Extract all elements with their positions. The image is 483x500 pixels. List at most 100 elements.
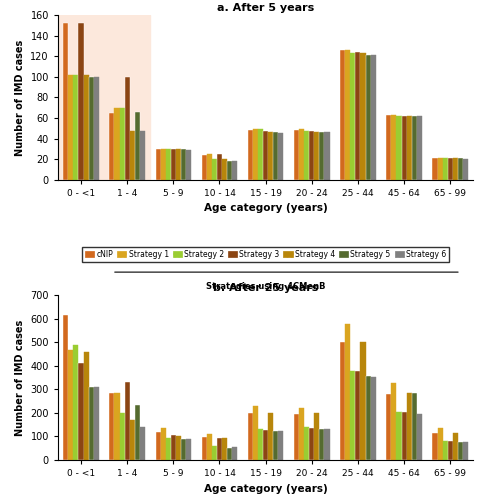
Bar [114,108,120,180]
Bar [309,132,314,180]
Y-axis label: Number of IMD cases: Number of IMD cases [15,320,25,436]
Bar [397,412,401,460]
Bar [314,414,319,460]
Bar [370,377,376,460]
Bar [222,159,227,180]
X-axis label: Age category (years): Age category (years) [204,484,327,494]
Bar [176,436,181,460]
Bar [73,74,79,180]
Bar [345,324,350,460]
Bar [345,50,350,180]
Bar [453,158,458,180]
Bar [161,428,166,460]
Bar [125,382,130,460]
Bar [84,74,89,180]
Bar [391,115,397,180]
Bar [181,149,186,180]
Bar [360,53,366,180]
Bar [135,112,140,180]
Bar [69,350,73,460]
Bar [110,113,114,180]
Bar [268,413,273,460]
Bar [156,432,161,460]
Bar [278,430,284,460]
Legend: cNIP, Strategy 1, Strategy 2, Strategy 3, Strategy 4, Strategy 5, Strategy 6: cNIP, Strategy 1, Strategy 2, Strategy 3… [82,246,449,262]
Bar [407,116,412,180]
Bar [248,130,253,180]
Bar [125,77,130,180]
Bar [453,433,458,460]
Bar [401,116,407,180]
Bar [432,433,438,460]
Bar [207,154,212,180]
Bar [366,55,370,180]
Bar [135,404,140,460]
Bar [294,414,299,460]
Bar [227,162,232,180]
Bar [397,116,401,180]
Bar [212,446,217,460]
Bar [448,441,453,460]
Bar [263,430,268,460]
Bar [340,50,345,180]
Bar [207,434,212,460]
Bar [448,158,453,180]
Bar [181,439,186,460]
Bar [350,53,355,180]
Bar [186,150,191,180]
Bar [94,388,99,460]
Bar [166,149,171,180]
Bar [319,428,325,460]
Bar [258,130,263,180]
Bar [432,158,438,180]
Bar [263,132,268,180]
Bar [386,115,391,180]
Y-axis label: Number of IMD cases: Number of IMD cases [15,40,25,156]
Bar [273,431,278,460]
Bar [299,408,304,460]
Bar [212,159,217,180]
Bar [217,154,222,180]
Bar [171,149,176,180]
Bar [176,149,181,180]
Bar [89,388,94,460]
Bar [227,448,232,460]
Bar [120,413,125,460]
Bar [355,371,360,460]
Bar [73,345,79,460]
Bar [442,158,448,180]
Bar [417,116,422,180]
Bar [463,442,468,460]
Bar [186,440,191,460]
Bar [232,162,237,180]
Bar [79,23,84,180]
Title: b. After 25 years: b. After 25 years [213,283,318,293]
Bar [63,23,69,180]
Bar [412,116,417,180]
Bar [110,393,114,460]
Bar [304,132,309,180]
Bar [273,132,278,180]
Bar [130,420,135,460]
Bar [248,413,253,460]
Bar [258,430,263,460]
Bar [386,394,391,460]
Bar [222,438,227,460]
Bar [438,158,442,180]
Bar [89,77,94,180]
Bar [114,393,120,460]
Bar [202,438,207,460]
Bar [325,132,329,180]
Bar [278,134,284,180]
Bar [366,376,370,460]
Bar [417,414,422,460]
Bar [161,149,166,180]
Bar [458,158,463,180]
Text: Strategies using 4CMenB: Strategies using 4CMenB [206,282,326,291]
Bar [232,448,237,460]
Bar [309,428,314,460]
Bar [171,436,176,460]
Bar [79,363,84,460]
Bar [58,15,150,180]
Bar [94,77,99,180]
